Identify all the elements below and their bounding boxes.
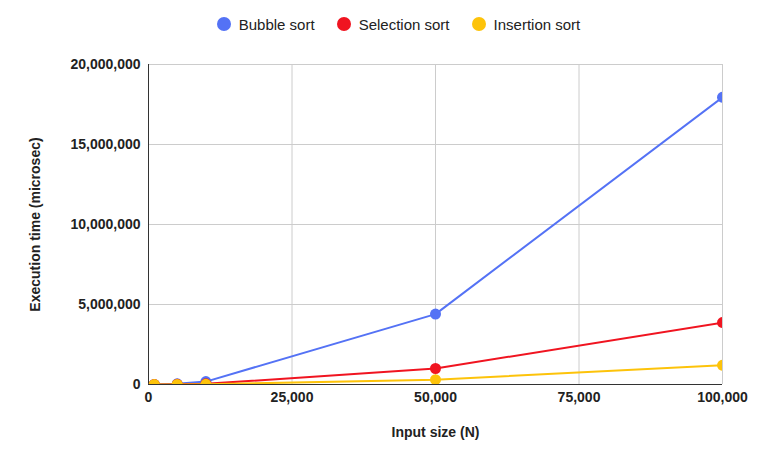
svg-text:25,000: 25,000 bbox=[271, 389, 314, 405]
svg-text:50,000: 50,000 bbox=[414, 389, 457, 405]
html-text:Selection sort: Selection sort bbox=[358, 15, 450, 33]
svg-text:15,000,000: 15,000,000 bbox=[70, 136, 140, 152]
svg-text:Execution time (microsec): Execution time (microsec) bbox=[27, 137, 43, 311]
svg-text:75,000: 75,000 bbox=[558, 389, 601, 405]
svg-text:0: 0 bbox=[133, 376, 141, 392]
svg-text:10,000,000: 10,000,000 bbox=[70, 216, 140, 232]
svg-text:20,000,000: 20,000,000 bbox=[70, 56, 140, 72]
html-text:Bubble sort: Bubble sort bbox=[238, 15, 315, 33]
svg-text:Input size (N): Input size (N) bbox=[392, 424, 480, 440]
svg-text:100,000: 100,000 bbox=[697, 389, 748, 405]
html-text:Insertion sort: Insertion sort bbox=[493, 15, 581, 33]
svg-text:5,000,000: 5,000,000 bbox=[78, 296, 140, 312]
svg-text:0: 0 bbox=[145, 389, 153, 405]
